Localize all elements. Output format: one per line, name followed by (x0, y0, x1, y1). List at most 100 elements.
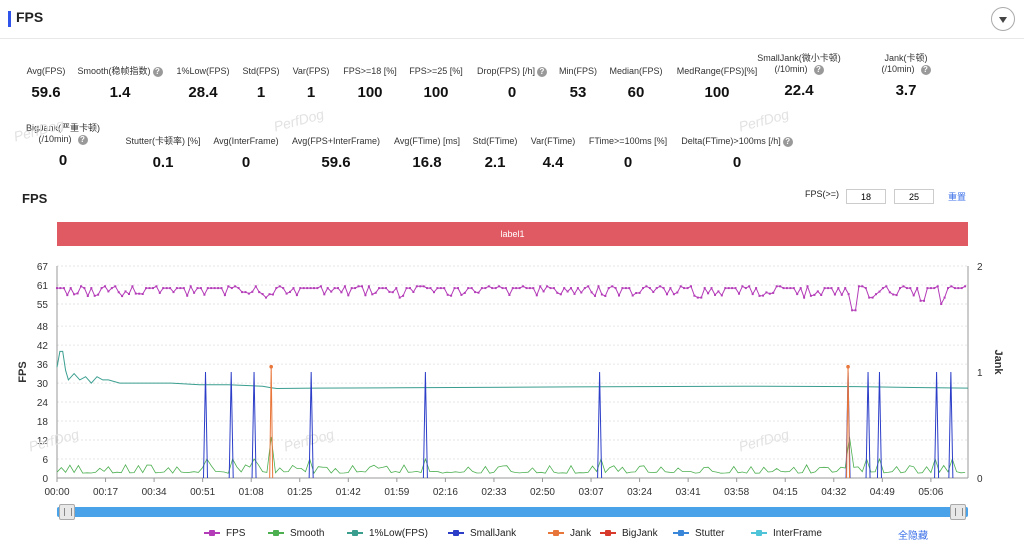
fps-threshold-input-1[interactable] (846, 189, 886, 204)
legend-item-interframe[interactable]: InterFrame (751, 528, 822, 539)
fps-point (659, 285, 662, 288)
fps-point (875, 293, 877, 296)
scrollbar-right-handle[interactable] (950, 504, 966, 520)
y2-axis-title: Jank (992, 349, 1004, 375)
fps-point (69, 287, 72, 290)
smalljank-spike (422, 371, 428, 479)
fps-point (422, 285, 425, 288)
metric-value: 100 (704, 84, 730, 101)
fps-point (104, 285, 106, 288)
panel-title: FPS (16, 9, 44, 25)
legend-item-fps[interactable]: FPS (204, 528, 245, 539)
fps-point (237, 287, 240, 290)
fps-point (631, 294, 634, 297)
fps-point (278, 285, 281, 288)
metric-metrics_row1-1: Smooth(稳帧指数)? 1.4 (50, 66, 190, 101)
fps-point (402, 294, 405, 297)
fps-point (707, 292, 710, 295)
metric-label: Smooth(稳帧指数)? (50, 66, 190, 77)
fps-point (251, 290, 254, 293)
fps-point (124, 290, 127, 293)
fps-point (844, 287, 847, 290)
legend-item-jank[interactable]: Jank (548, 528, 591, 539)
fps-point (210, 287, 213, 290)
time-range-scrollbar[interactable] (57, 503, 968, 521)
fps-point (76, 292, 79, 295)
fps-point (169, 287, 172, 290)
fps-point (532, 287, 535, 290)
metric-value: 59.6 (321, 154, 351, 171)
y-tick-label: 24 (37, 398, 49, 409)
fps-point (755, 287, 758, 290)
reset-button[interactable]: 重置 (948, 192, 967, 202)
fps-point (357, 285, 360, 288)
metric-label-text: Avg(FPS+InterFrame) (291, 136, 381, 146)
legend-swatch (751, 530, 767, 537)
fps-point (940, 303, 943, 305)
y2-tick-label: 1 (977, 368, 983, 379)
fps-point (857, 285, 860, 288)
metric-metrics_row1-4: Var(FPS) 1 (241, 66, 381, 101)
fps-point (809, 294, 812, 297)
legend-label: 1%Low(FPS) (369, 528, 428, 539)
fps-point (539, 285, 542, 288)
fps-point (289, 290, 291, 293)
fps-point (213, 287, 216, 290)
legend-item-smalljank[interactable]: SmallJank (448, 528, 516, 539)
label-bar[interactable]: label1 (57, 222, 968, 246)
fps-point (347, 294, 350, 297)
fps-point (799, 287, 802, 290)
metric-label: FTime>=100ms [%] (558, 136, 698, 147)
metric-label-text: Std(FPS) (242, 66, 280, 76)
metric-metrics_row1-0: Avg(FPS) 59.6 (0, 66, 116, 101)
fps-point (457, 287, 459, 290)
fps-point (881, 287, 884, 290)
x-tick-label: 02:50 (530, 487, 555, 498)
scrollbar-left-handle[interactable] (59, 504, 75, 520)
legend-item-stutter[interactable]: Stutter (673, 528, 724, 539)
legend-item-bigjank[interactable]: BigJank (600, 528, 658, 539)
fps-point (309, 287, 312, 290)
fps-point (227, 285, 230, 288)
help-icon[interactable]: ? (537, 66, 547, 77)
fps-point (912, 294, 915, 297)
x-tick-label: 03:07 (579, 487, 604, 498)
metric-value: 1.4 (109, 84, 131, 101)
legend-swatch (347, 530, 363, 537)
fps-point (491, 287, 494, 290)
fps-point (477, 291, 480, 294)
metric-unit-text: (/10min) (881, 64, 915, 74)
metric-value: 2.1 (484, 154, 506, 171)
legend-item-1-low-fps-[interactable]: 1%Low(FPS) (347, 528, 428, 539)
legend-label: InterFrame (773, 528, 822, 539)
legend-item-smooth[interactable]: Smooth (268, 528, 324, 539)
collapse-toggle-icon[interactable] (991, 7, 1015, 31)
y-tick-label: 6 (42, 455, 48, 466)
fps-point (734, 287, 737, 290)
fps-point (669, 287, 672, 290)
hide-all-button[interactable]: 全隐藏 (898, 531, 928, 542)
scrollbar-track[interactable] (57, 507, 968, 517)
help-icon[interactable]: ? (813, 64, 824, 75)
fps-point (710, 287, 713, 290)
metric-metrics_row1-7: Drop(FPS) [/h]? 0 (442, 66, 582, 101)
metric-value: 1 (306, 84, 316, 101)
metric-label: SmallJank(微小卡顿) (729, 53, 869, 64)
metric-label: Var(FPS) (241, 66, 381, 77)
fps-point (871, 296, 874, 299)
fps-point (182, 287, 185, 290)
help-icon[interactable]: ? (920, 64, 931, 75)
fps-point (241, 291, 244, 294)
metric-label-text: MedRange(FPS)[%] (676, 66, 758, 76)
help-icon[interactable]: ? (152, 66, 163, 77)
fps-point (772, 291, 775, 294)
fps-threshold-input-2[interactable] (894, 189, 934, 204)
fps-point (203, 293, 206, 296)
fps-point (741, 285, 744, 288)
fps-point (330, 290, 333, 293)
metric-metrics_row2-7: FTime>=100ms [%] 0 (558, 136, 698, 171)
help-icon[interactable]: ? (77, 134, 88, 145)
legend-label: BigJank (622, 528, 658, 539)
fps-point (450, 294, 453, 297)
help-icon[interactable]: ? (782, 136, 793, 147)
